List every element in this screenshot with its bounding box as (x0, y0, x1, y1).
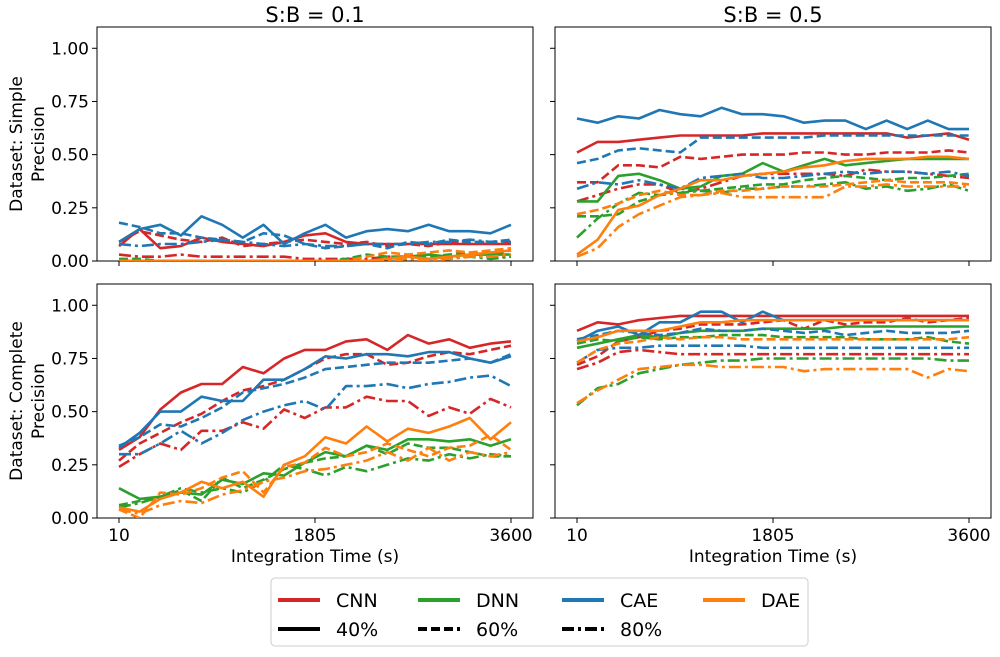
panel-title: S:B = 0.5 (723, 3, 822, 27)
series-line-cnn-60pct (118, 229, 511, 248)
legend-label-style-solid: 40% (336, 619, 378, 641)
series-line-cnn-80pct (118, 395, 512, 469)
series-line-dae-80pct (119, 253, 512, 261)
series-line-cnn-40pct (118, 333, 512, 452)
series-line-cnn-60pct (577, 149, 970, 184)
legend-label-style-dashdot: 80% (620, 619, 662, 641)
y-tick-label: 0.50 (51, 403, 89, 423)
series-line-cae-80pct (576, 170, 970, 190)
series-line-dae-40pct (118, 416, 512, 513)
legend-box (270, 577, 809, 647)
y-axis-label: Dataset: Complete (7, 321, 27, 481)
y-tick-label: 0.00 (51, 509, 89, 529)
series-line-dae-60pct (119, 246, 512, 261)
axes-frame (96, 26, 534, 262)
y-axis-label: Dataset: Simple (7, 76, 27, 212)
series-line-dae-40pct (576, 155, 970, 256)
y-tick-label: 1.00 (51, 39, 89, 59)
series-line-cae-40pct (118, 215, 512, 246)
x-axis-label: Integration Time (s) (689, 547, 857, 567)
series-group (118, 215, 512, 261)
x-tick-label: 1805 (293, 526, 336, 546)
series-line-dnn-60pct (119, 249, 512, 261)
legend-label-style-dashed: 60% (476, 619, 518, 641)
x-tick-label: 10 (108, 526, 130, 546)
x-axis-label: Integration Time (s) (231, 547, 399, 567)
series-line-cae-60pct (118, 221, 512, 250)
series-line-cnn-40pct (576, 132, 970, 154)
series-line-cae-40pct (576, 106, 969, 131)
series-line-dae-80pct (118, 446, 512, 516)
series-line-cnn-40pct (118, 227, 511, 250)
y-tick-label: 0.50 (51, 146, 89, 166)
series-line-cae-80pct (119, 374, 512, 456)
y-tick-label: 0.25 (51, 199, 89, 219)
series-line-cae-80pct (118, 238, 511, 248)
series-line-dae-60pct (576, 178, 970, 216)
series-line-cae-40pct (118, 350, 512, 449)
x-tick-label: 3600 (947, 526, 990, 546)
series-line-dae-40pct (119, 249, 512, 261)
series-line-dnn-80pct (576, 357, 969, 407)
series-line-cae-60pct (576, 327, 970, 341)
series-line-cae-60pct (118, 352, 512, 447)
series-line-dae-80pct (576, 183, 969, 258)
series-line-cae-80pct (576, 344, 969, 364)
y-tick-label: 0.00 (51, 252, 89, 272)
series-line-cae-60pct (576, 134, 969, 165)
series-line-dae-80pct (576, 363, 970, 405)
series-line-dae-60pct (576, 335, 970, 364)
panel-title: S:B = 0.1 (265, 3, 364, 27)
series-line-dnn-80pct (118, 452, 512, 509)
series-line-dnn-60pct (577, 172, 970, 218)
series-line-dae-60pct (118, 433, 512, 518)
series-group (118, 333, 512, 518)
axes-frame (96, 283, 534, 519)
x-tick-label: 10 (566, 526, 588, 546)
legend-label-dae: DAE (761, 590, 800, 612)
series-group (576, 106, 970, 258)
y-axis-label: Precision (29, 106, 49, 182)
legend-label-dnn: DNN (476, 590, 519, 612)
panel-bottom-right: 10 1805 3600 Integration Time (s) (550, 283, 992, 567)
series-line-dae-40pct (576, 318, 969, 343)
y-tick-label: 0.25 (51, 456, 89, 476)
series-group (576, 310, 970, 407)
y-tick-label: 1.00 (51, 296, 89, 316)
y-tick-label: 0.75 (51, 349, 89, 369)
panel-top-right: S:B = 0.5 (550, 3, 992, 266)
panel-bottom-left: 0.00 0.25 0.50 0.75 1.00 10 1805 3600 Integratio… (7, 283, 534, 567)
y-tick-label: 0.75 (51, 92, 89, 112)
legend: CNN DNN CAE DAE 40% 60% 80% (270, 577, 809, 647)
legend-label-cae: CAE (620, 590, 658, 612)
y-axis-label: Precision (29, 363, 49, 439)
x-tick-label: 3600 (489, 526, 532, 546)
panel-top-left: 0.00 0.25 0.50 0.75 1.00 S:B = 0.1 Dataset: Si… (7, 3, 534, 272)
legend-label-cnn: CNN (336, 590, 378, 612)
x-tick-label: 1805 (751, 526, 794, 546)
series-line-cnn-80pct (576, 348, 969, 371)
